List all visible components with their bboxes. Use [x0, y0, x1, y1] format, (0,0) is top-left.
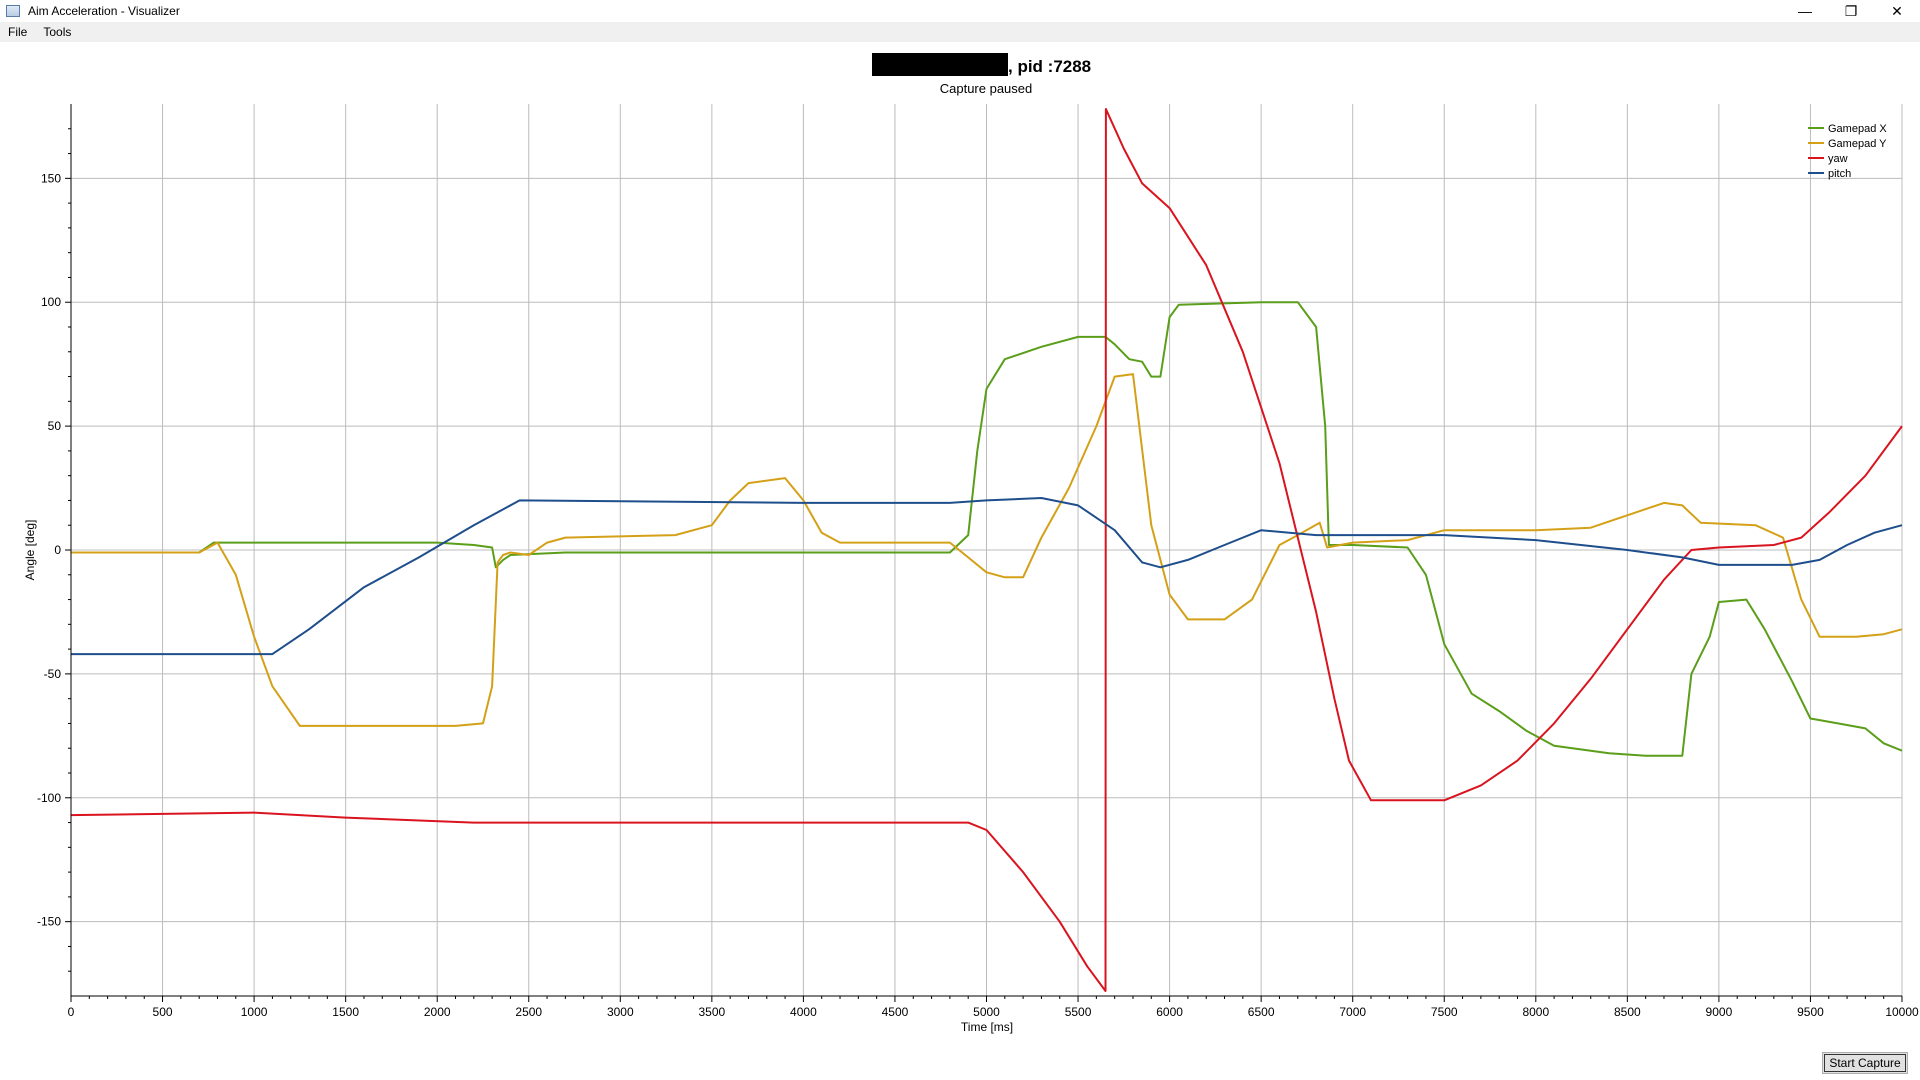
x-tick-label: 8500: [1614, 1005, 1641, 1019]
legend-label-yaw: yaw: [1828, 153, 1848, 165]
x-tick-label: 9000: [1706, 1005, 1733, 1019]
series-line-gamepad-y: [71, 373, 1903, 727]
window-title: Aim Acceleration - Visualizer: [28, 4, 180, 18]
legend-label-gamepad-x: Gamepad X: [1828, 123, 1887, 135]
legend-label-pitch: pitch: [1828, 168, 1851, 180]
x-tick-label: 7000: [1339, 1005, 1366, 1019]
series-line-pitch: [71, 497, 1903, 656]
x-tick-label: 1000: [241, 1005, 268, 1019]
x-tick-label: 0: [68, 1005, 75, 1019]
x-tick-label: 500: [153, 1005, 173, 1019]
x-tick-label: 5500: [1065, 1005, 1092, 1019]
title-bar: Aim Acceleration - Visualizer — ❐ ✕: [0, 0, 1920, 22]
x-tick-label: 6000: [1156, 1005, 1183, 1019]
menu-file[interactable]: File: [8, 25, 28, 39]
close-button[interactable]: ✕: [1891, 2, 1903, 19]
start-capture-button[interactable]: Start Capture: [1822, 1052, 1908, 1074]
chart-subtitle: Capture paused: [940, 81, 1033, 96]
x-axis-label: Time [ms]: [961, 1020, 1013, 1034]
bottom-bar: Start Capture: [0, 1042, 1920, 1080]
app-window-icon: [6, 5, 20, 17]
y-tick-label: 50: [48, 419, 62, 433]
y-tick-label: 100: [41, 295, 61, 309]
minimize-button[interactable]: —: [1798, 3, 1812, 19]
legend-label-gamepad-y: Gamepad Y: [1828, 138, 1887, 150]
menu-bar: File Tools: [0, 22, 1920, 42]
x-tick-label: 3500: [698, 1005, 725, 1019]
angle-chart: , pid :7288 Capture paused 0 500 1000 1500 2…: [23, 53, 1919, 1034]
x-tick-label: 4500: [882, 1005, 909, 1019]
y-tick-label: 0: [54, 543, 61, 557]
chart-title: , pid :7288: [1008, 57, 1091, 76]
x-tick-label: 8000: [1522, 1005, 1549, 1019]
x-tick-label: 6500: [1248, 1005, 1275, 1019]
chart-area: , pid :7288 Capture paused 0 500 1000 1500 2…: [0, 42, 1920, 1042]
x-tick-label: 10000: [1885, 1005, 1919, 1019]
y-axis-label: Angle [deg]: [23, 520, 37, 581]
x-tick-label: 4000: [790, 1005, 817, 1019]
window-controls: — ❐ ✕: [1782, 0, 1920, 22]
y-tick-label: -150: [37, 915, 61, 929]
y-tick-label: -50: [44, 667, 62, 681]
series-line-gamepad-x: [71, 301, 1903, 757]
redacted-process-name: [872, 53, 1008, 76]
menu-tools[interactable]: Tools: [43, 25, 72, 39]
x-tick-label: 7500: [1431, 1005, 1458, 1019]
x-tick-label: 3000: [607, 1005, 634, 1019]
x-tick-label: 9500: [1797, 1005, 1824, 1019]
y-tick-label: -100: [37, 791, 61, 805]
x-tick-label: 2000: [424, 1005, 451, 1019]
x-tick-label: 2500: [515, 1005, 542, 1019]
restore-button[interactable]: ❐: [1844, 2, 1858, 19]
x-tick-label: 1500: [332, 1005, 359, 1019]
y-tick-label: 150: [41, 171, 61, 185]
series-line-yaw: [70, 108, 1903, 992]
x-tick-label: 5000: [973, 1005, 1000, 1019]
